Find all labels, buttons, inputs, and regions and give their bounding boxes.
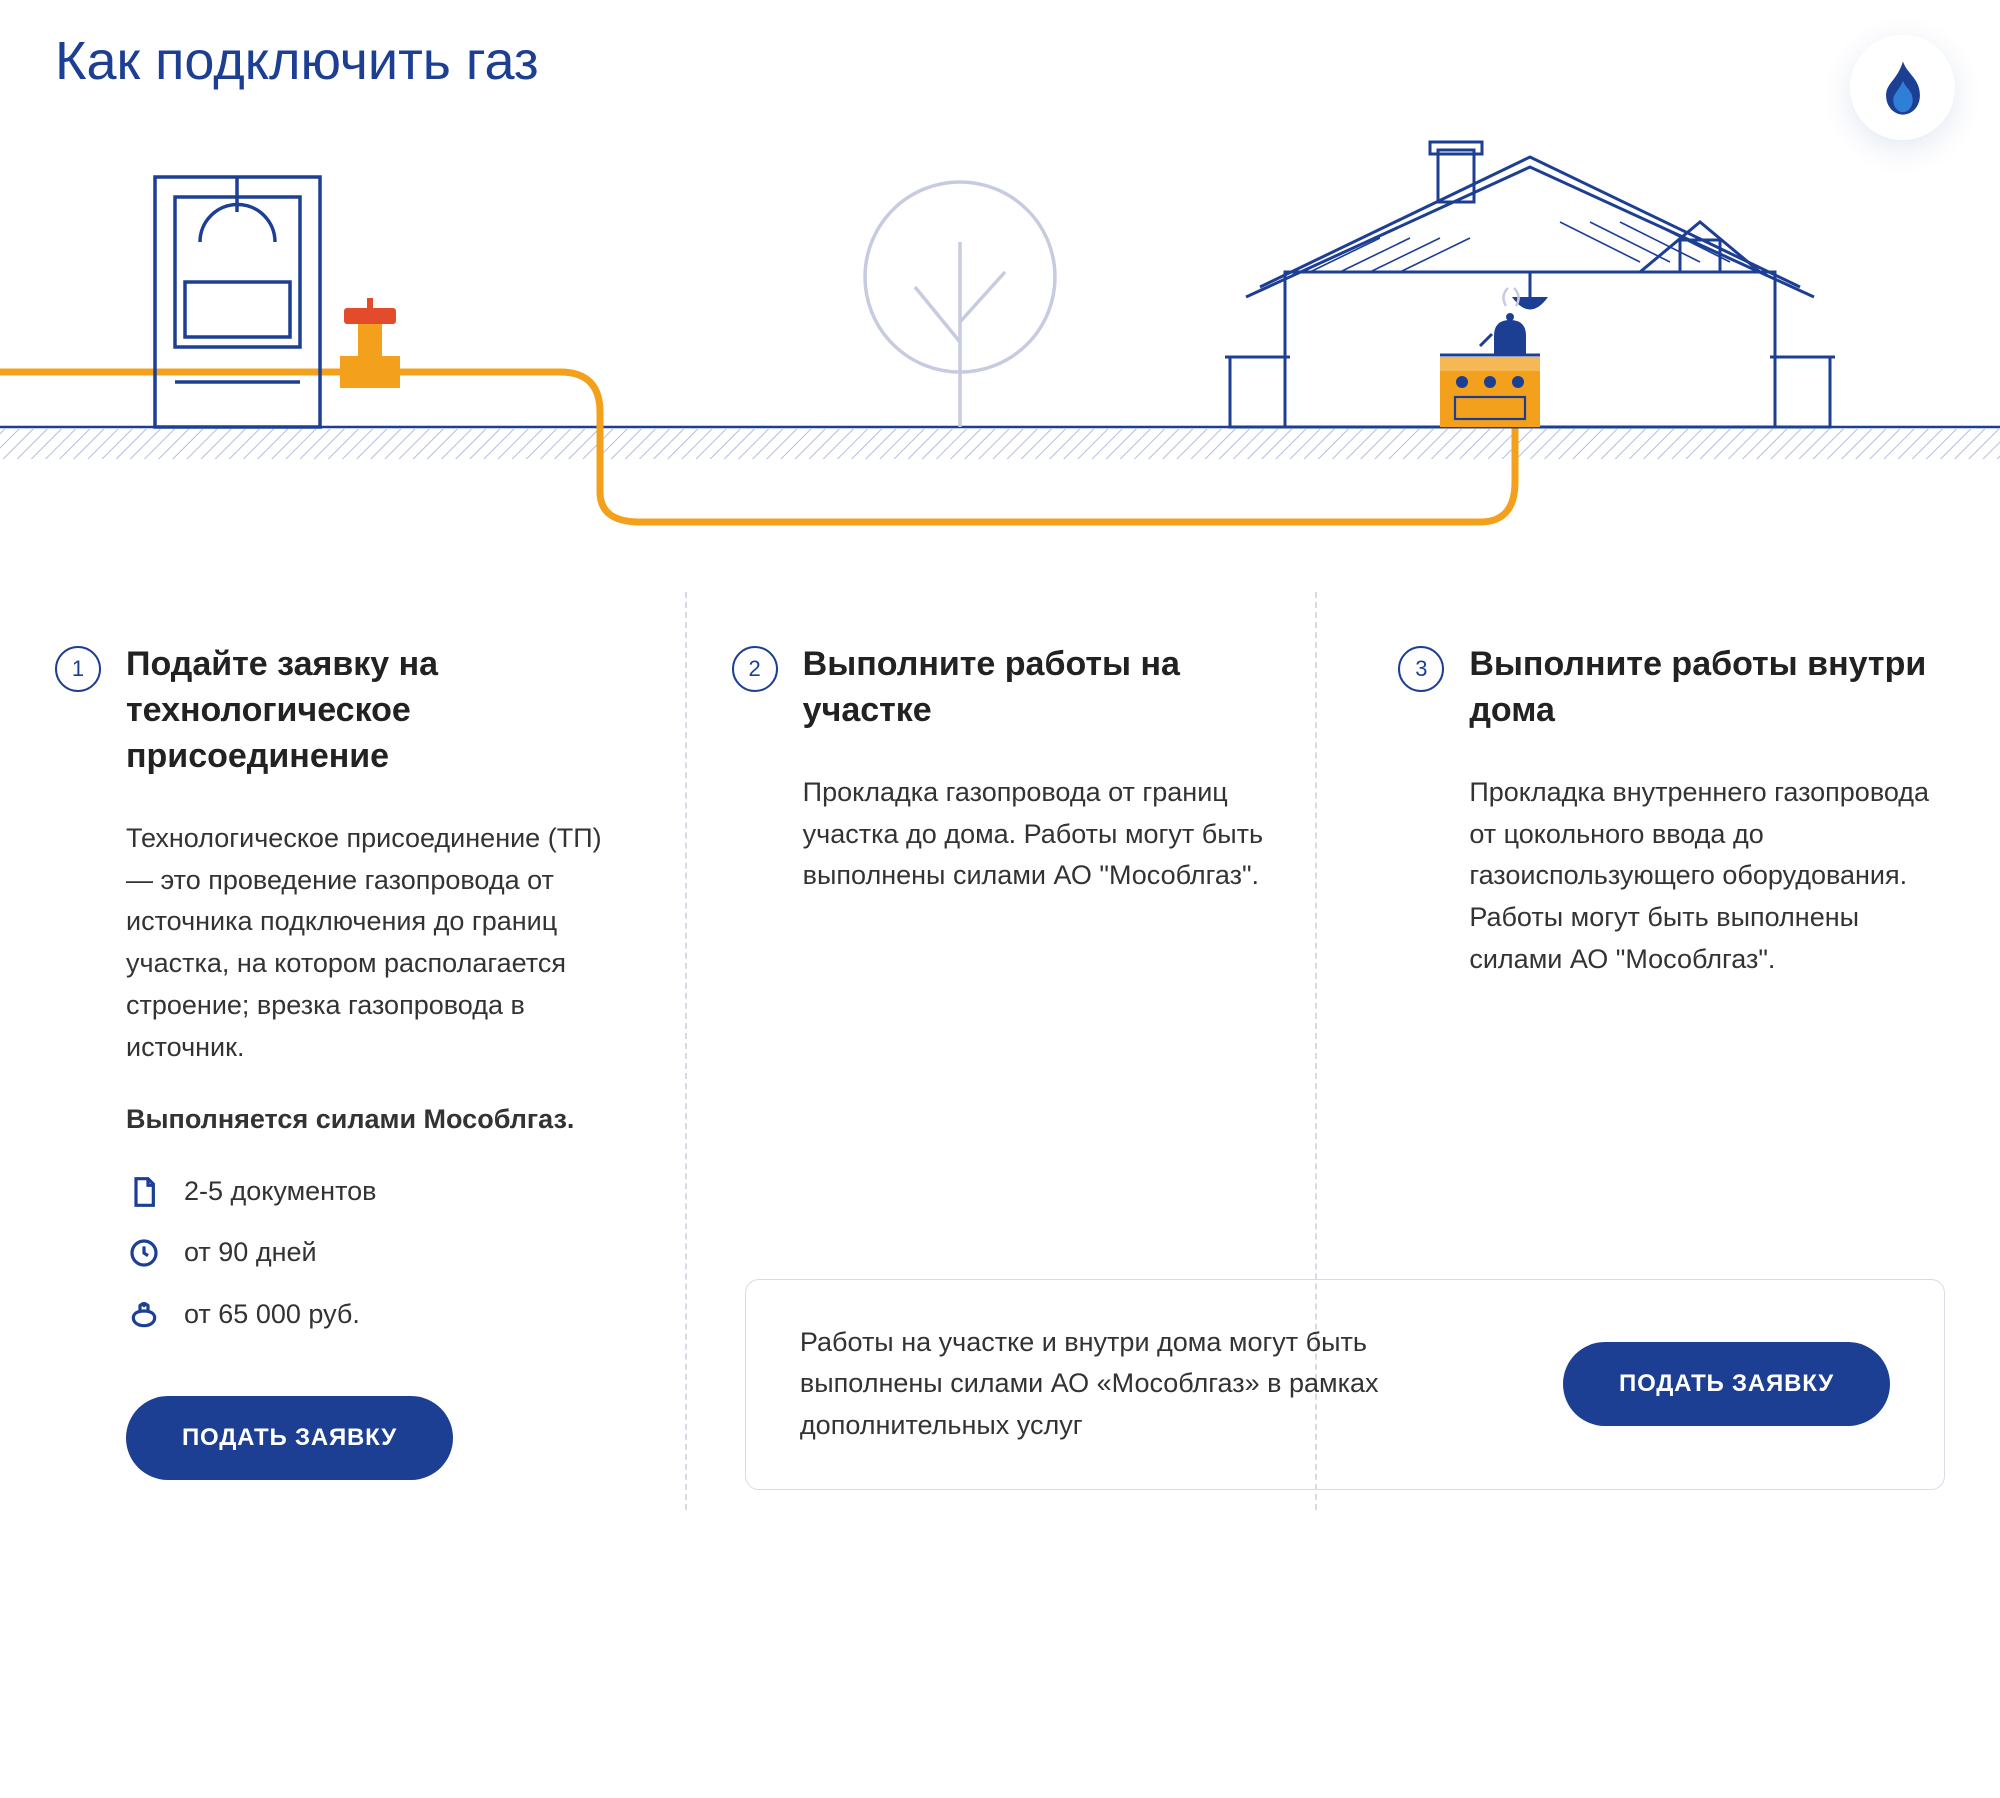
fact-docs-label: 2-5 документов xyxy=(184,1171,377,1213)
flame-icon xyxy=(1877,59,1929,117)
document-icon xyxy=(126,1174,162,1210)
clock-icon xyxy=(126,1235,162,1271)
step-body-text: Технологическое присоединение (ТП) — это… xyxy=(126,818,602,1069)
fact-time: от 90 дней xyxy=(126,1232,602,1274)
wallet-icon xyxy=(126,1297,162,1333)
step-title: Выполните работы внутри дома xyxy=(1469,642,1945,734)
step-number: 2 xyxy=(732,646,778,692)
fact-price: от 65 000 руб. xyxy=(126,1294,602,1336)
submit-application-button[interactable]: ПОДАТЬ ЗАЯВКУ xyxy=(126,1396,453,1480)
step-1: 1 Подайте заявку на технологическое прис… xyxy=(55,592,672,1510)
step-body-text: Прокладка внутреннего газопровода от цок… xyxy=(1469,772,1945,981)
additional-services-callout: Работы на участке и внутри дома могут бы… xyxy=(745,1279,1945,1491)
callout-submit-button[interactable]: ПОДАТЬ ЗАЯВКУ xyxy=(1563,1342,1890,1426)
step-title: Подайте заявку на технологическое присое… xyxy=(126,642,602,780)
fact-time-label: от 90 дней xyxy=(184,1232,317,1274)
step-body-text: Прокладка газопровода от границ участка … xyxy=(803,772,1279,898)
step-title: Выполните работы на участке xyxy=(803,642,1279,734)
callout-text: Работы на участке и внутри дома могут бы… xyxy=(800,1322,1513,1448)
fact-docs: 2-5 документов xyxy=(126,1171,602,1213)
step-number: 1 xyxy=(55,646,101,692)
process-illustration xyxy=(55,122,1945,552)
step-strong-text: Выполняется силами Мособлгаз. xyxy=(126,1099,602,1141)
fact-price-label: от 65 000 руб. xyxy=(184,1294,360,1336)
page-title: Как подключить газ xyxy=(55,30,1945,92)
step-number: 3 xyxy=(1398,646,1444,692)
